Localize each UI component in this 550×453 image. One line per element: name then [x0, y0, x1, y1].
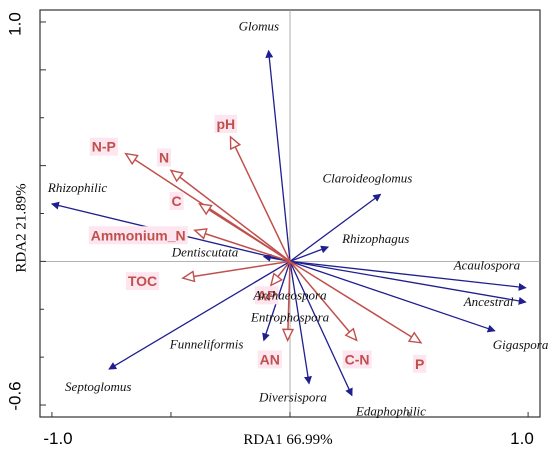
species-label-ancestral: Ancestral: [463, 294, 514, 309]
env-label-entrophospora: Entrophospora: [250, 309, 330, 324]
species-label-septoglomus: Septoglomus: [65, 379, 131, 394]
species-label-diversispora: Diversispora: [258, 389, 327, 404]
env-label-ph: pH: [216, 116, 235, 132]
env-arrow-ammonium-n: [195, 230, 291, 263]
env-label-n: N: [159, 149, 169, 165]
species-vectors: Glomus Claroideoglomus Rhizophilic Rhizopha…: [47, 19, 549, 419]
env-label-archaeospora: Archaeospora: [252, 287, 327, 302]
species-arrow-claroideoglomus: [289, 193, 382, 262]
y-tick-label-bottom: -0.6: [5, 381, 24, 410]
env-label-bg-ap: [254, 286, 279, 305]
env-label-n-p: N-P: [92, 139, 116, 155]
env-label-bg-n: [156, 148, 172, 167]
zero-lines: [40, 10, 540, 417]
env-arrow-ap: [271, 260, 291, 285]
env-arrow-n: [171, 170, 291, 262]
species-label-edaphophilic: Edaphophilic: [355, 403, 426, 418]
x-axis-label: RDA1 66.99%: [243, 432, 332, 448]
species-label-funneliformis: Funneliformis: [169, 336, 244, 351]
species-label-dentiscutata: Dentiscutata: [171, 245, 239, 260]
env-label-p: P: [415, 356, 424, 372]
env-label-an: AN: [260, 351, 280, 367]
env-label-bg-c: [169, 191, 184, 210]
environment-vectors: pH N-P N C Ammonium_N TOC AP AN C-N P Archaeospora…: [88, 114, 427, 373]
species-arrow-rhizophagus: [289, 245, 330, 262]
species-label-claroideoglomus: Claroideoglomus: [322, 170, 412, 185]
env-label-c-n: C-N: [345, 351, 370, 367]
axis-ticks: [40, 21, 529, 417]
species-label-rhizophagus: Rhizophagus: [341, 231, 409, 246]
species-label-glomus: Glomus: [239, 19, 279, 34]
x-tick-label-left: -1.0: [43, 429, 72, 448]
env-label-bg-toc: [125, 272, 160, 291]
env-label-bg-ammonium-n: [88, 226, 188, 245]
env-arrow-c: [200, 204, 291, 263]
species-label-acaulospora: Acaulospora: [453, 258, 521, 273]
species-arrow-gigaspora: [289, 260, 496, 333]
species-label-gigaspora: Gigaspora: [493, 337, 549, 352]
env-arrow-p: [289, 260, 421, 342]
env-label-ap: AP: [257, 287, 276, 303]
species-arrow-acaulospora: [289, 260, 527, 291]
env-arrow-an: [288, 261, 290, 340]
species-arrow-septoglomus: [108, 260, 291, 370]
env-arrow-c-n: [289, 260, 357, 340]
env-label-ammonium-n: Ammonium_N: [91, 227, 186, 243]
species-arrow-diversispora: [289, 261, 312, 385]
env-arrow-ph: [230, 137, 291, 262]
species-arrow-edaphophilic: [289, 261, 353, 397]
species-label-rhizophilic: Rhizophilic: [47, 180, 107, 195]
species-arrow-glomus: [265, 49, 291, 262]
y-tick-label-top: 1.0: [5, 12, 24, 36]
species-arrow-ancestral: [289, 260, 527, 305]
env-label-bg-an: [257, 350, 282, 369]
env-label-bg-p: [412, 354, 427, 373]
y-axis-label: RDA2 21.89%: [13, 183, 29, 272]
env-label-bg-n-p: [89, 137, 118, 156]
env-arrow-toc: [183, 260, 291, 278]
env-label-toc: TOC: [128, 273, 157, 289]
env-label-c: C: [172, 193, 182, 209]
x-tick-label-right: 1.0: [510, 429, 534, 448]
env-label-bg-c-n: [342, 350, 372, 369]
env-label-bg-ph: [214, 114, 238, 133]
